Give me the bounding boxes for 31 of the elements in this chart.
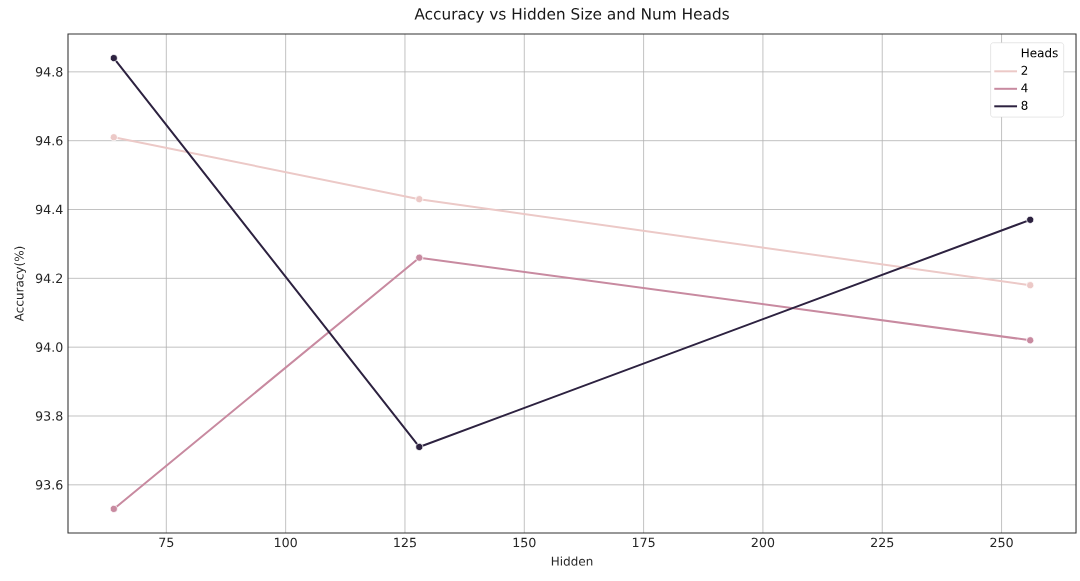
y-tick-label: 93.6 <box>35 480 63 490</box>
point <box>415 195 424 204</box>
x-tick-label: 225 <box>871 537 894 548</box>
x-tick-label: 200 <box>751 537 775 548</box>
y-tick-label: 94.2 <box>35 273 63 284</box>
y-tick-label: 93.8 <box>35 411 63 421</box>
point <box>109 54 118 63</box>
chart-title: Accuracy vs Hidden Size and Num Heads <box>414 7 729 23</box>
point <box>415 253 424 262</box>
legend-label: 8 <box>1021 100 1028 110</box>
y-tick-label: 94.6 <box>35 135 63 146</box>
y-tick-label: 94.8 <box>35 67 63 77</box>
x-tick-label: 250 <box>990 537 1013 548</box>
point <box>109 504 118 513</box>
x-tick-label: 75 <box>159 537 174 548</box>
legend-label: 4 <box>1021 83 1028 93</box>
x-tick-label: 100 <box>274 537 297 548</box>
point <box>1026 281 1035 290</box>
x-tick-label: 150 <box>513 537 536 548</box>
legend-label: 2 <box>1021 65 1028 75</box>
y-tick-label: 94.4 <box>35 204 63 215</box>
point <box>1026 336 1035 345</box>
y-axis-title: Accuracy(%) <box>14 246 26 322</box>
x-axis-title: Hidden <box>551 556 593 566</box>
point <box>109 133 118 142</box>
x-tick-label: 175 <box>632 537 655 548</box>
x-tick-label: 125 <box>394 537 416 548</box>
y-tick-label: 94.0 <box>35 342 63 352</box>
legend-title: Heads <box>1021 48 1058 58</box>
point <box>1026 215 1035 224</box>
point <box>415 442 424 451</box>
